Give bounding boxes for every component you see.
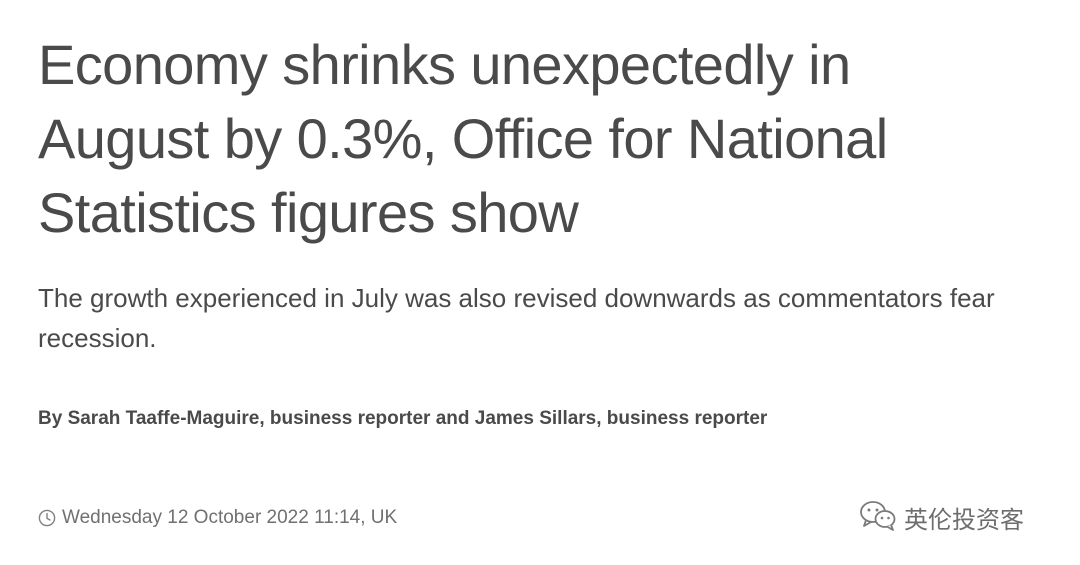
article-headline: Economy shrinks unexpectedly in August b… xyxy=(38,33,888,244)
watermark-text: 英伦投资客 xyxy=(904,506,1024,534)
wechat-watermark: 英伦投资客 xyxy=(858,498,1024,542)
article-timestamp: Wednesday 12 October 2022 11:14, UK xyxy=(38,506,397,530)
article-header: Economy shrinks unexpectedly in August b… xyxy=(38,28,1068,432)
wechat-icon xyxy=(858,498,904,542)
article-byline: By Sarah Taaffe-Maguire, business report… xyxy=(38,408,768,429)
article-standfirst: The growth experienced in July was also … xyxy=(38,283,995,353)
timestamp-text: Wednesday 12 October 2022 11:14, UK xyxy=(62,507,398,528)
clock-icon xyxy=(38,509,56,527)
